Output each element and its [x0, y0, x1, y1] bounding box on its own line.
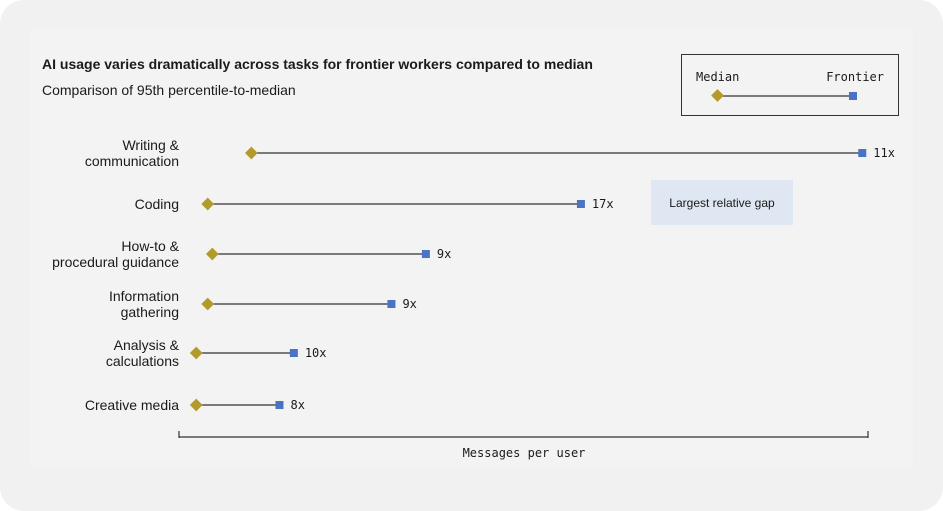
- legend-frontier-label: Frontier: [826, 70, 884, 84]
- ratio-label: 17x: [592, 197, 614, 211]
- legend: Median Frontier: [681, 54, 899, 116]
- dumbbell-row: 9x: [205, 247, 451, 261]
- legend-frontier-marker: [849, 92, 857, 100]
- median-marker: [244, 146, 258, 160]
- frontier-marker: [289, 349, 298, 357]
- frontier-marker: [858, 149, 867, 157]
- frontier-marker: [576, 200, 585, 208]
- ratio-label: 9x: [437, 247, 451, 261]
- x-axis: [178, 431, 869, 438]
- median-marker: [201, 297, 215, 311]
- category-label: Writing & communication: [84, 137, 179, 169]
- ratio-label: 8x: [290, 398, 304, 412]
- category-label: Information gathering: [108, 288, 179, 320]
- median-marker: [189, 398, 203, 412]
- largest-gap-callout: Largest relative gap: [651, 180, 793, 225]
- median-marker: [205, 247, 219, 261]
- ratio-label: 9x: [402, 297, 416, 311]
- frontier-marker: [421, 250, 430, 258]
- category-label: Coding: [134, 196, 179, 212]
- dumbbell-row: 10x: [189, 346, 327, 360]
- legend-median-label: Median: [696, 70, 740, 84]
- dumbbell-row: 11x: [244, 146, 895, 160]
- ratio-label: 11x: [873, 146, 895, 160]
- chart-subtitle: Comparison of 95th percentile-to-median: [42, 82, 296, 98]
- dumbbell-rows: 11x 17x 9x 9x 10x 8x: [189, 146, 895, 412]
- median-marker: [201, 197, 215, 211]
- frontier-marker: [387, 300, 396, 308]
- x-axis-label: Messages per user: [462, 446, 586, 460]
- median-marker: [189, 346, 203, 360]
- dumbbell-row: 9x: [201, 297, 417, 311]
- chart-panel: [30, 28, 913, 468]
- dumbbell-row: 17x: [201, 197, 614, 211]
- category-label: How-to & procedural guidance: [52, 238, 179, 270]
- category-label: Creative media: [84, 397, 179, 413]
- category-label: Analysis & calculations: [105, 337, 179, 369]
- ratio-label: 10x: [305, 346, 327, 360]
- legend-graphic: [711, 89, 857, 102]
- dumbbell-row: 8x: [189, 398, 305, 412]
- frontier-marker: [275, 401, 284, 409]
- chart-title: AI usage varies dramatically across task…: [42, 56, 593, 72]
